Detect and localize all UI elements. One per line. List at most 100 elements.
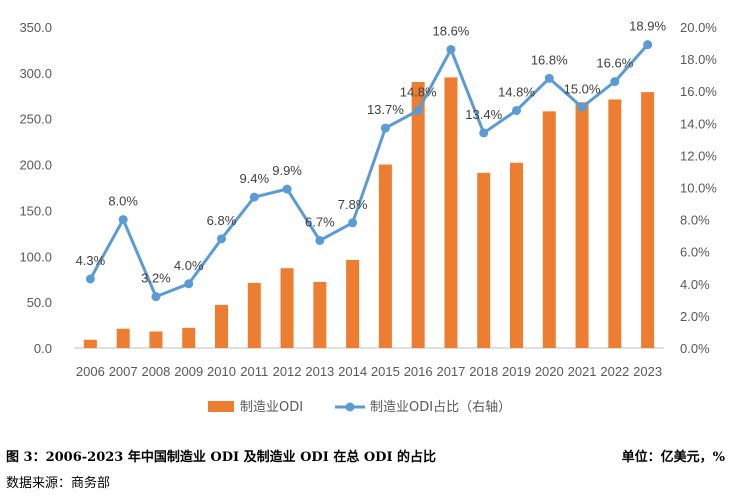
x-tick-label: 2023 [633,364,662,379]
line-point [184,279,194,289]
right-tick-label: 16.0% [680,84,717,99]
bar [575,102,589,348]
line-point [282,184,292,194]
bar [444,77,458,348]
line-point [512,105,521,115]
line-point [413,105,423,115]
data-label: 4.0% [174,258,204,273]
right-tick-label: 4.0% [680,277,710,292]
line-point [380,123,390,133]
left-tick-label: 350.0 [19,20,52,35]
data-label: 8.0% [108,194,138,209]
x-tick-label: 2008 [141,364,170,379]
x-tick-label: 2012 [273,364,302,379]
bar [608,99,622,348]
x-tick-label: 2010 [207,364,236,379]
bar [116,328,130,348]
line-point [151,292,161,302]
left-tick-label: 200.0 [19,158,52,173]
right-tick-label: 6.0% [680,245,710,260]
line-point [577,102,587,112]
legend-line-marker [345,402,355,412]
x-tick-label: 2007 [109,364,138,379]
bar-series [83,77,655,349]
bar [542,111,556,349]
x-tick-label: 2022 [600,364,629,379]
figure-unit: 单位：亿美元，% [621,450,725,465]
line-series: 4.3% 8.0% 3.2%4.0% 6.8% 9.4%9.9% 6.7%7.8% 13.7… [76,19,666,302]
line-point [479,128,489,138]
line-point [118,215,128,225]
line-point [85,274,95,284]
data-label: 6.8% [207,213,237,228]
line-point [348,218,358,228]
left-tick-label: 300.0 [19,66,52,81]
bar [346,259,360,348]
bar [83,339,97,348]
line-point [610,77,620,87]
x-axis-ticks: 2006 2007 2008 2009 2010 2011 2012 2013 2014 2015… [76,364,662,379]
right-tick-label: 2.0% [680,309,710,324]
x-tick-label: 2011 [240,364,268,379]
left-tick-label: 0.0 [34,341,52,356]
x-tick-label: 2021 [568,364,597,379]
x-tick-label: 2017 [436,364,465,379]
data-label: 14.8% [498,84,535,99]
data-label: 4.3% [76,253,106,268]
x-tick-label: 2015 [371,364,400,379]
bar [313,281,327,348]
bar [247,282,261,348]
right-tick-label: 14.0% [680,116,717,131]
figure-title: 图 3：2006-2023 年中国制造业 ODI 及制造业 ODI 在总 ODI… [6,450,437,465]
bar [510,162,523,348]
x-tick-label: 2019 [502,364,531,379]
legend-bar-swatch [208,401,234,412]
x-tick-label: 2006 [76,364,105,379]
right-tick-label: 20.0% [680,20,717,35]
data-label: 14.8% [400,84,437,99]
left-tick-label: 150.0 [19,203,52,218]
right-tick-label: 0.0% [680,341,710,356]
right-axis-ticks: 0.0% 2.0% 4.0% 6.0% 8.0% 10.0% 12.0% 14.0% 16.0%… [680,20,717,356]
x-tick-label: 2018 [469,364,498,379]
right-tick-label: 8.0% [680,213,710,228]
data-label: 3.2% [141,271,171,286]
data-source: 数据来源：商务部 [6,476,111,491]
legend-line-label: 制造业ODI占比（右轴） [370,400,511,415]
bar [378,164,392,348]
line-point [315,235,325,245]
data-label: 18.9% [629,19,666,34]
legend: 制造业ODI 制造业ODI占比（右轴） [208,400,511,415]
line-point [249,192,259,202]
data-label: 13.7% [367,102,404,117]
legend-bar-label: 制造业ODI [240,400,303,415]
data-label: 9.9% [272,163,302,178]
bar [149,331,163,348]
data-label: 18.6% [433,23,470,38]
bar [182,327,196,348]
data-label: 6.7% [305,214,335,229]
figure-caption: 图 3：2006-2023 年中国制造业 ODI 及制造业 ODI 在总 ODI… [6,446,725,465]
data-label: 15.0% [564,81,601,96]
bar [477,172,491,348]
left-tick-label: 250.0 [19,112,52,127]
right-tick-label: 10.0% [680,181,717,196]
bar [215,304,228,348]
left-axis-ticks: 0.0 50.0 100.0 150.0 200.0 250.0 300.0 350.0 [19,20,52,356]
combo-chart: 0.0 50.0 100.0 150.0 200.0 250.0 300.0 350.0 0.… [19,19,717,415]
left-tick-label: 100.0 [19,249,52,264]
data-label: 13.4% [465,107,502,122]
right-tick-label: 18.0% [680,52,717,67]
bar [280,268,294,348]
bar [411,82,425,349]
data-label: 7.8% [338,197,368,212]
line-point [643,40,653,50]
line-point [544,73,554,83]
data-label: 16.8% [531,52,568,67]
x-tick-label: 2020 [535,364,564,379]
data-label: 9.4% [239,171,269,186]
line-point [446,44,456,54]
x-tick-label: 2013 [305,364,334,379]
x-tick-label: 2009 [174,364,203,379]
x-tick-label: 2014 [338,364,367,379]
